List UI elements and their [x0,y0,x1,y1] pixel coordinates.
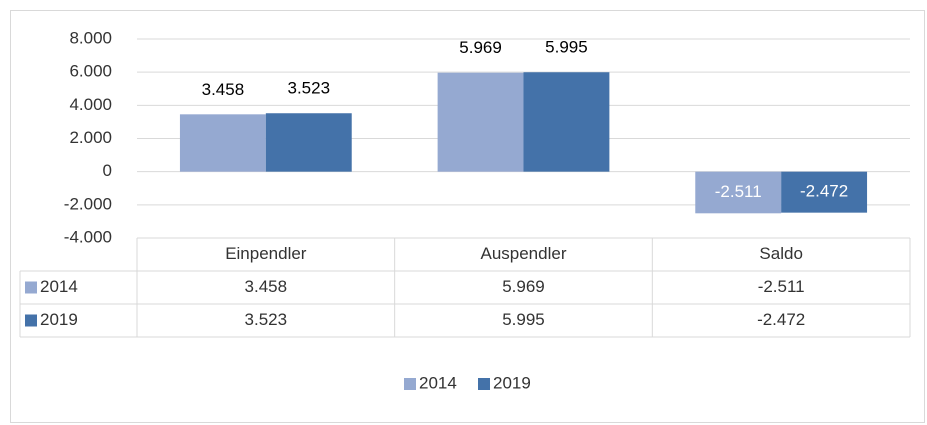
table-series-name: 2014 [40,277,78,296]
data-label: 3.523 [288,79,331,98]
data-label: -2.472 [800,182,848,201]
table-series-name: 2019 [40,310,78,329]
x-tick-label: Auspendler [480,244,566,263]
y-tick-label: -4.000 [64,227,112,246]
table-legend-key [25,281,37,294]
legend-label: 2014 [419,373,457,392]
bar [695,171,782,214]
y-tick-label: -2.000 [64,194,112,213]
y-tick-label: 0 [103,161,112,180]
bar [523,72,610,172]
table-legend-key [25,314,37,327]
table-cell: 5.995 [502,310,545,329]
table-cell: 5.969 [502,277,545,296]
y-tick-label: 4.000 [69,95,112,114]
y-tick-label: 8.000 [69,28,112,47]
x-tick-label: Saldo [759,244,802,263]
bar [437,72,524,172]
data-label: 5.969 [459,38,502,57]
table-cell: 3.523 [245,310,288,329]
chart-border [10,10,925,423]
table-cell: -2.511 [758,277,805,296]
table-cell: 3.458 [245,277,288,296]
legend-label: 2019 [493,373,531,392]
data-label: 5.995 [545,38,588,57]
legend-key [404,378,416,390]
bar [179,114,266,172]
y-tick-label: 2.000 [69,128,112,147]
table-cell: -2.472 [757,310,805,329]
data-label: -2.511 [715,182,762,201]
legend-key [478,378,490,390]
data-label: 3.458 [202,80,245,99]
bar [265,113,352,172]
bar [781,171,868,213]
x-tick-label: Einpendler [225,244,307,263]
y-tick-label: 6.000 [69,62,112,81]
